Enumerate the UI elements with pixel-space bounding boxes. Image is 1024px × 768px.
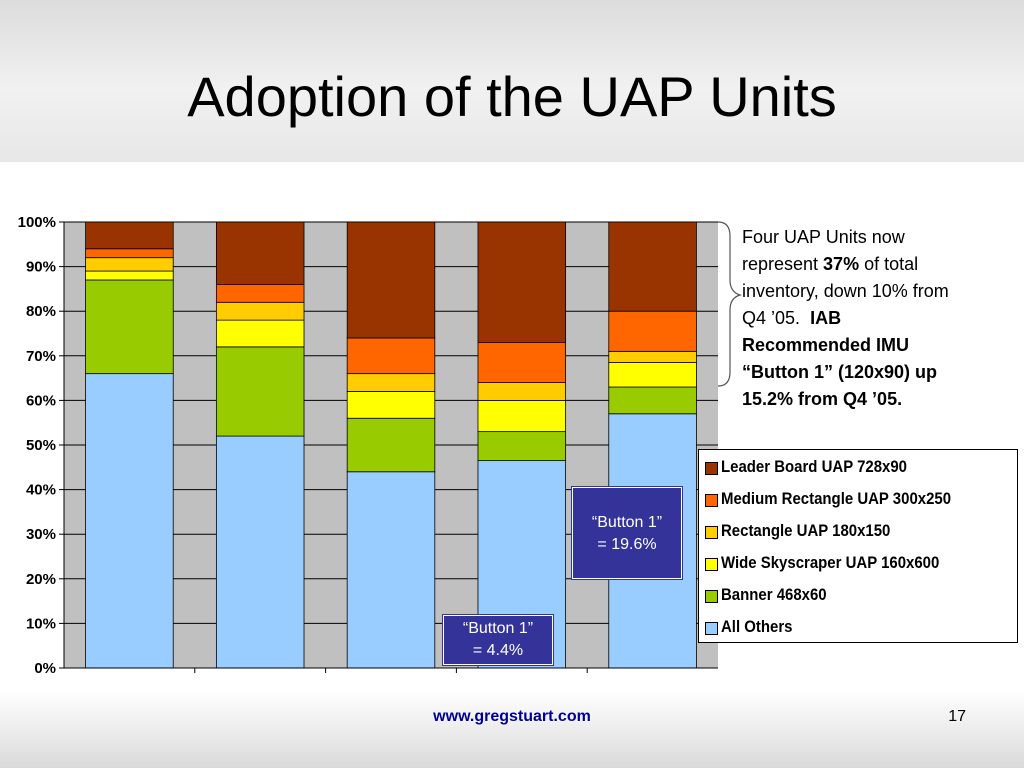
y-tick-label: 0% — [34, 660, 56, 677]
bar-segment — [346, 471, 436, 669]
bar-segment — [85, 257, 174, 272]
bar-segment — [477, 399, 567, 433]
button1-callout-q4-05: “Button 1” = 4.4% — [442, 614, 554, 666]
button1-callout-q1-06: “Button 1” = 19.6% — [571, 486, 683, 580]
bar-segment — [477, 342, 567, 383]
bar-segment — [85, 221, 174, 250]
y-tick-label: 60% — [26, 392, 56, 409]
bar-segment — [477, 431, 567, 462]
bar-segment — [477, 221, 567, 343]
y-tick-label: 20% — [26, 571, 56, 588]
bar-segment — [608, 310, 697, 352]
legend-label: Wide Skyscraper UAP 160x600 — [721, 553, 940, 572]
legend-swatch — [705, 526, 718, 539]
bar-segment — [608, 350, 697, 363]
bar-segment — [608, 362, 697, 388]
legend-swatch — [705, 622, 718, 635]
bar-segment — [346, 417, 436, 473]
slide-title: Adoption of the UAP Units — [187, 65, 837, 128]
legend-swatch — [705, 558, 718, 571]
legend-label: Rectangle UAP 180x150 — [721, 521, 891, 540]
y-tick-label: 70% — [26, 348, 56, 365]
inventory-note: Four UAP Units now represent 37% of tota… — [742, 227, 949, 409]
bar-segment — [477, 382, 567, 401]
y-tick-label: 30% — [26, 526, 56, 543]
legend-swatch — [705, 590, 718, 603]
legend-label: All Others — [721, 617, 793, 636]
legend-label: Banner 468x60 — [721, 585, 827, 604]
bar-segment — [215, 284, 305, 303]
legend-swatch — [705, 462, 718, 475]
legend-item: Wide Skyscraper UAP 160x600 — [699, 552, 1017, 584]
legend-item: Medium Rectangle UAP 300x250 — [699, 488, 1017, 520]
note-brace — [717, 221, 743, 387]
bar-segment — [85, 373, 174, 669]
y-tick-label: 100% — [18, 214, 56, 231]
title-band — [0, 0, 1024, 162]
chart-legend: Leader Board UAP 728x90 Medium Rectangle … — [698, 449, 1018, 643]
legend-item: Banner 468x60 — [699, 584, 1017, 616]
y-tick-label: 10% — [26, 615, 56, 632]
footer-url: www.gregstuart.com — [433, 708, 591, 725]
bar-segment — [215, 435, 305, 669]
page-number: 17 — [948, 708, 966, 725]
legend-item: Rectangle UAP 180x150 — [699, 520, 1017, 552]
bar-segment — [85, 248, 174, 259]
y-tick-label: 90% — [26, 259, 56, 276]
bar-segment — [215, 221, 305, 285]
legend-item: Leader Board UAP 728x90 — [699, 456, 1017, 488]
bar-segment — [85, 270, 174, 281]
bar-segment — [346, 221, 436, 339]
footer-band — [0, 690, 1024, 768]
legend-swatch — [705, 494, 718, 507]
bar-segment — [346, 391, 436, 419]
bar-segment — [346, 373, 436, 392]
bar-segment — [85, 279, 174, 375]
bar-segment — [215, 301, 305, 321]
bar-segment — [215, 319, 305, 348]
legend-item: All Others — [699, 616, 1017, 648]
legend-label: Leader Board UAP 728x90 — [721, 457, 907, 476]
legend-label: Medium Rectangle UAP 300x250 — [721, 489, 952, 508]
bar-segment — [346, 337, 436, 375]
y-tick-label: 50% — [26, 437, 56, 454]
y-tick-label: 80% — [26, 303, 56, 320]
y-tick-label: 40% — [26, 482, 56, 499]
bar-segment — [608, 386, 697, 415]
bar-segment — [608, 221, 697, 312]
bar-segment — [215, 346, 305, 437]
